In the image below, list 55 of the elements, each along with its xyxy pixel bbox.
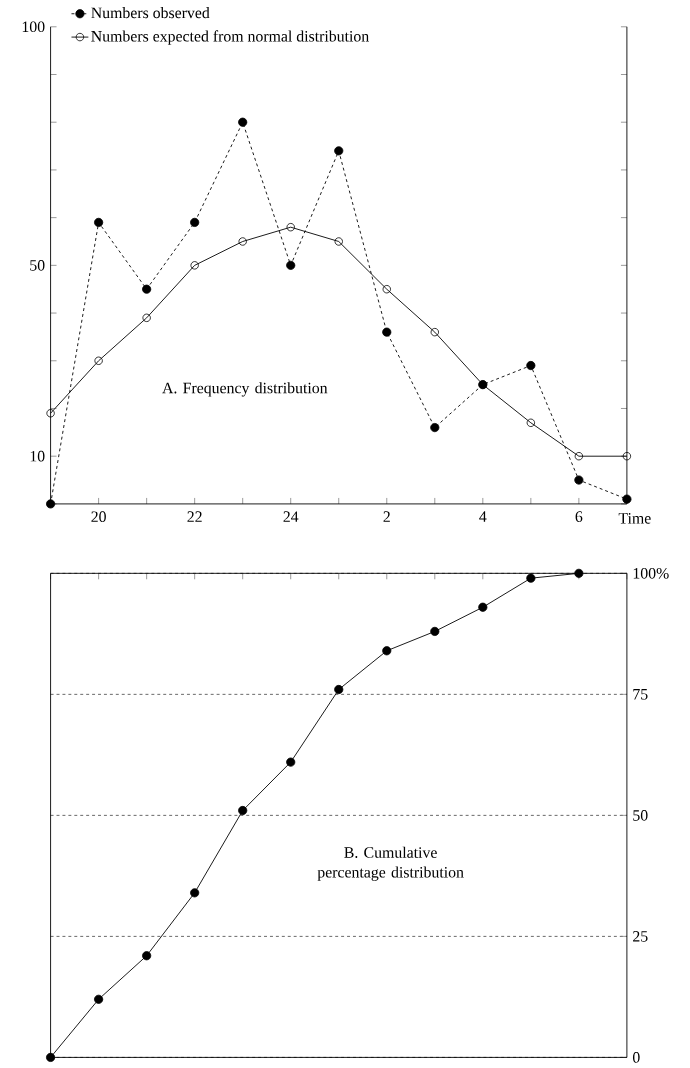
y-tick-label: 25: [632, 931, 648, 942]
annotation: A. Frequency distribution: [162, 382, 328, 397]
y-tick-label: 75: [633, 689, 648, 700]
legend-label: Numbers expected from normal distribution: [91, 30, 369, 45]
point: [93, 994, 103, 1004]
point: [238, 237, 247, 246]
point: [237, 117, 248, 127]
point: [93, 217, 103, 227]
x-tick-label: 4: [478, 511, 487, 522]
point: [622, 494, 632, 504]
point: [237, 805, 248, 816]
point: [46, 409, 55, 418]
point: [574, 568, 584, 578]
x-tick-label: 20: [91, 511, 106, 523]
x-tick-label: 2: [383, 511, 390, 522]
point: [333, 684, 344, 695]
point: [430, 423, 440, 433]
point: [285, 757, 296, 767]
point: [478, 602, 488, 612]
point: [333, 146, 344, 156]
point: [190, 261, 199, 270]
x-axis-title: Time: [618, 513, 651, 524]
point: [45, 1052, 55, 1062]
point: [574, 475, 584, 485]
point: [334, 237, 343, 246]
point: [141, 951, 152, 961]
point: [142, 313, 151, 322]
y-tick-label: 100%: [633, 567, 669, 579]
point: [382, 646, 392, 656]
point: [94, 356, 103, 365]
x-tick-label: 22: [187, 511, 202, 522]
point: [286, 223, 295, 232]
point: [622, 452, 631, 461]
point: [189, 888, 200, 898]
point: [189, 217, 200, 227]
x-tick-label: 24: [283, 511, 299, 522]
y-tick-label: 50: [633, 810, 648, 821]
legend-label: Numbers observed: [91, 7, 210, 19]
y-tick-label: 100: [22, 21, 45, 33]
point: [45, 499, 55, 509]
point: [430, 626, 440, 636]
point: [285, 260, 296, 270]
y-tick-label: 50: [30, 260, 45, 271]
point: [526, 360, 536, 371]
point: [574, 452, 583, 461]
annotation: B. Cumulative percentage distribution: [317, 846, 464, 881]
point: [526, 418, 535, 427]
point: [526, 573, 536, 583]
point: [382, 327, 392, 337]
y-tick-label: 0: [632, 1052, 640, 1063]
y-tick-label: 10: [30, 450, 45, 462]
x-tick-label: 6: [575, 511, 583, 522]
point: [382, 285, 391, 294]
point: [430, 327, 439, 337]
point: [141, 284, 152, 294]
